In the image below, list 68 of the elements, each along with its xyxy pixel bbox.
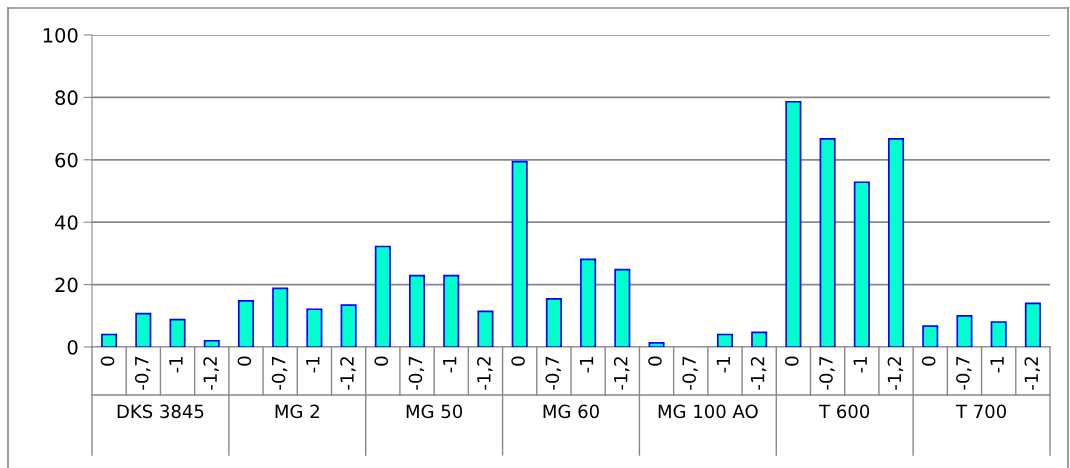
x-tick-label: -1 [716, 357, 730, 373]
x-tick-label: 0 [237, 356, 252, 366]
x-tick-label: -1 [990, 357, 1004, 373]
x-tick-label: -1 [579, 357, 594, 373]
x-tick-label: 0 [511, 356, 525, 366]
x-tick-label: 0 [921, 356, 936, 366]
x-tick-label: 0 [374, 356, 389, 366]
x-tick-label: -1 [169, 357, 183, 373]
text: T 600 [819, 404, 870, 419]
x-tick-label: -1,2 [613, 357, 630, 390]
bar [819, 138, 836, 347]
x-tick-label: -0,7 [682, 356, 698, 390]
bar [101, 333, 118, 347]
bar [545, 298, 562, 347]
bar [203, 339, 220, 347]
bar [306, 308, 323, 347]
bar [374, 245, 391, 347]
bar [443, 274, 460, 347]
bar [409, 274, 426, 347]
x-tick-label: -0,7 [545, 356, 561, 390]
bar [888, 138, 905, 347]
x-tick-label: -0,7 [134, 356, 151, 390]
text: MG 2 [275, 404, 319, 419]
x-tick-label: -1,2 [203, 357, 219, 390]
text: MG 50 [406, 404, 463, 419]
bar [1024, 302, 1041, 347]
x-tick-label: -1 [443, 357, 457, 373]
bar [477, 310, 494, 347]
text: MG 60 [543, 404, 599, 419]
bar [785, 100, 802, 347]
text: T 700 [955, 404, 1006, 419]
x-tick-label: 0 [648, 356, 662, 366]
bar [614, 268, 631, 347]
bar [716, 333, 733, 347]
x-tick-label: -0,7 [408, 356, 425, 390]
bar [922, 325, 939, 347]
bar [169, 318, 186, 347]
x-tick-label: 0 [784, 356, 799, 366]
x-tick-label: -0,7 [271, 356, 288, 390]
bar [648, 342, 665, 347]
y-tick-label: 60 [55, 152, 78, 168]
y-tick-label: 20 [55, 277, 78, 293]
bar [853, 181, 870, 347]
bar [272, 287, 289, 347]
x-tick-label: -0,7 [956, 356, 972, 390]
x-tick-label: -1 [306, 357, 320, 373]
x-tick-label: -1,2 [477, 357, 493, 390]
x-tick-label: -1 [853, 357, 867, 373]
bar [990, 321, 1007, 347]
bar [956, 314, 973, 347]
y-tick-label: 0 [67, 339, 78, 355]
x-tick-label: -1,2 [1024, 357, 1040, 390]
y-tick-label: 100 [43, 27, 78, 43]
text: DKS 3845 [117, 404, 204, 419]
x-tick-label: 0 [100, 356, 115, 366]
text: MG 100 AO [658, 404, 758, 419]
bar [580, 258, 597, 347]
bar [340, 304, 357, 347]
x-tick-label: -1,2 [887, 357, 904, 390]
bar [237, 299, 254, 347]
y-tick-label: 80 [55, 90, 78, 106]
x-tick-label: -0,7 [819, 356, 835, 390]
bar [135, 312, 152, 347]
x-tick-label: -1,2 [750, 357, 767, 390]
bar [751, 331, 768, 347]
x-tick-label: -1,2 [340, 357, 356, 390]
y-tick-label: 40 [55, 215, 78, 230]
bar [511, 160, 528, 347]
